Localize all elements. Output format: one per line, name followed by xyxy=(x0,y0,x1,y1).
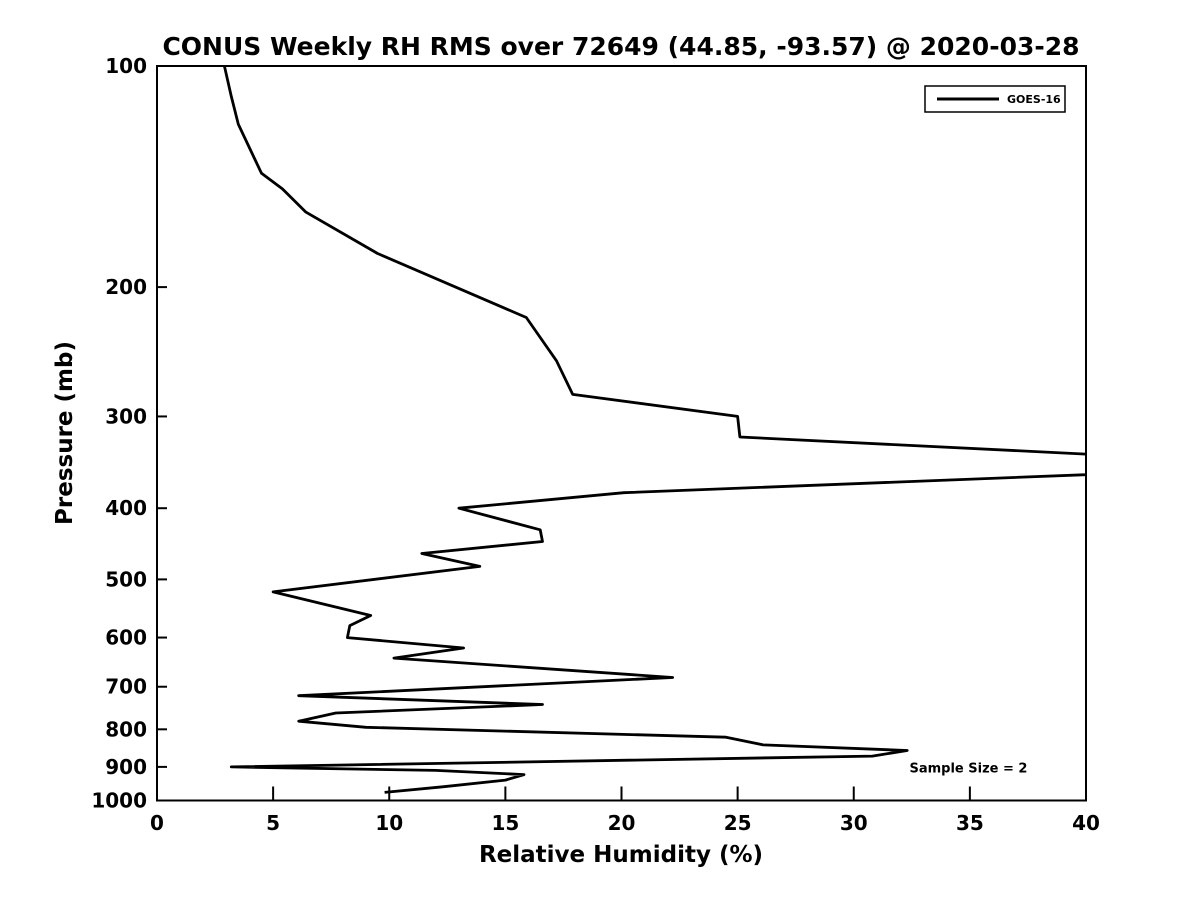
x-tick-label: 35 xyxy=(956,811,984,835)
legend-entry-label: GOES-16 xyxy=(1007,93,1061,106)
y-tick-label: 200 xyxy=(105,275,147,299)
y-tick-label: 500 xyxy=(105,567,147,591)
y-axis-label: Pressure (mb) xyxy=(52,341,78,525)
y-tick-label: 700 xyxy=(105,675,147,699)
y-tick-label: 600 xyxy=(105,626,147,650)
y-tick-label: 300 xyxy=(105,404,147,428)
x-tick-label: 30 xyxy=(840,811,868,835)
x-tick-label: 20 xyxy=(608,811,636,835)
x-tick-label: 5 xyxy=(266,811,280,835)
y-tick-label: 400 xyxy=(105,496,147,520)
x-axis-label: Relative Humidity (%) xyxy=(479,842,763,868)
chart-title: CONUS Weekly RH RMS over 72649 (44.85, -… xyxy=(162,32,1079,61)
sample-size-annotation: Sample Size = 2 xyxy=(909,762,1027,777)
y-tick-label: 900 xyxy=(105,755,147,779)
y-tick-label: 100 xyxy=(105,54,147,78)
x-tick-label: 25 xyxy=(724,811,752,835)
y-tick-label: 1000 xyxy=(91,789,147,813)
x-tick-label: 40 xyxy=(1072,811,1100,835)
x-tick-label: 15 xyxy=(491,811,519,835)
axes-frame xyxy=(156,65,1087,802)
y-tick-label: 800 xyxy=(105,717,147,741)
legend: GOES-16 xyxy=(924,85,1066,113)
x-tick-label: 0 xyxy=(150,811,164,835)
data-line-GOES-16 xyxy=(223,66,1086,794)
x-tick-label: 10 xyxy=(375,811,403,835)
plot-area: 0 5 10 15 20 25 30 35 40 100 200 300 400 500 600 700 800… xyxy=(91,54,1100,835)
